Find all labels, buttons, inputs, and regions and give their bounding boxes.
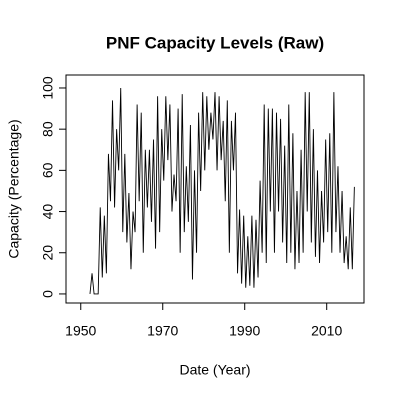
x-tick-label: 2010 [311, 323, 342, 339]
x-tick-label: 1950 [65, 323, 96, 339]
y-tick-label: 60 [40, 162, 56, 178]
x-tick-label: 1990 [229, 323, 260, 339]
x-axis-label: Date (Year) [179, 362, 250, 378]
chart-title: PNF Capacity Levels (Raw) [106, 33, 324, 52]
y-tick-label: 100 [40, 76, 56, 100]
y-tick-label: 20 [40, 245, 56, 261]
y-tick-label: 40 [40, 204, 56, 220]
y-tick-label: 80 [40, 121, 56, 137]
x-tick-label: 1970 [147, 323, 178, 339]
y-axis-label: Capacity (Percentage) [6, 119, 22, 258]
y-tick-label: 0 [40, 290, 56, 298]
data-line [89, 87, 355, 295]
